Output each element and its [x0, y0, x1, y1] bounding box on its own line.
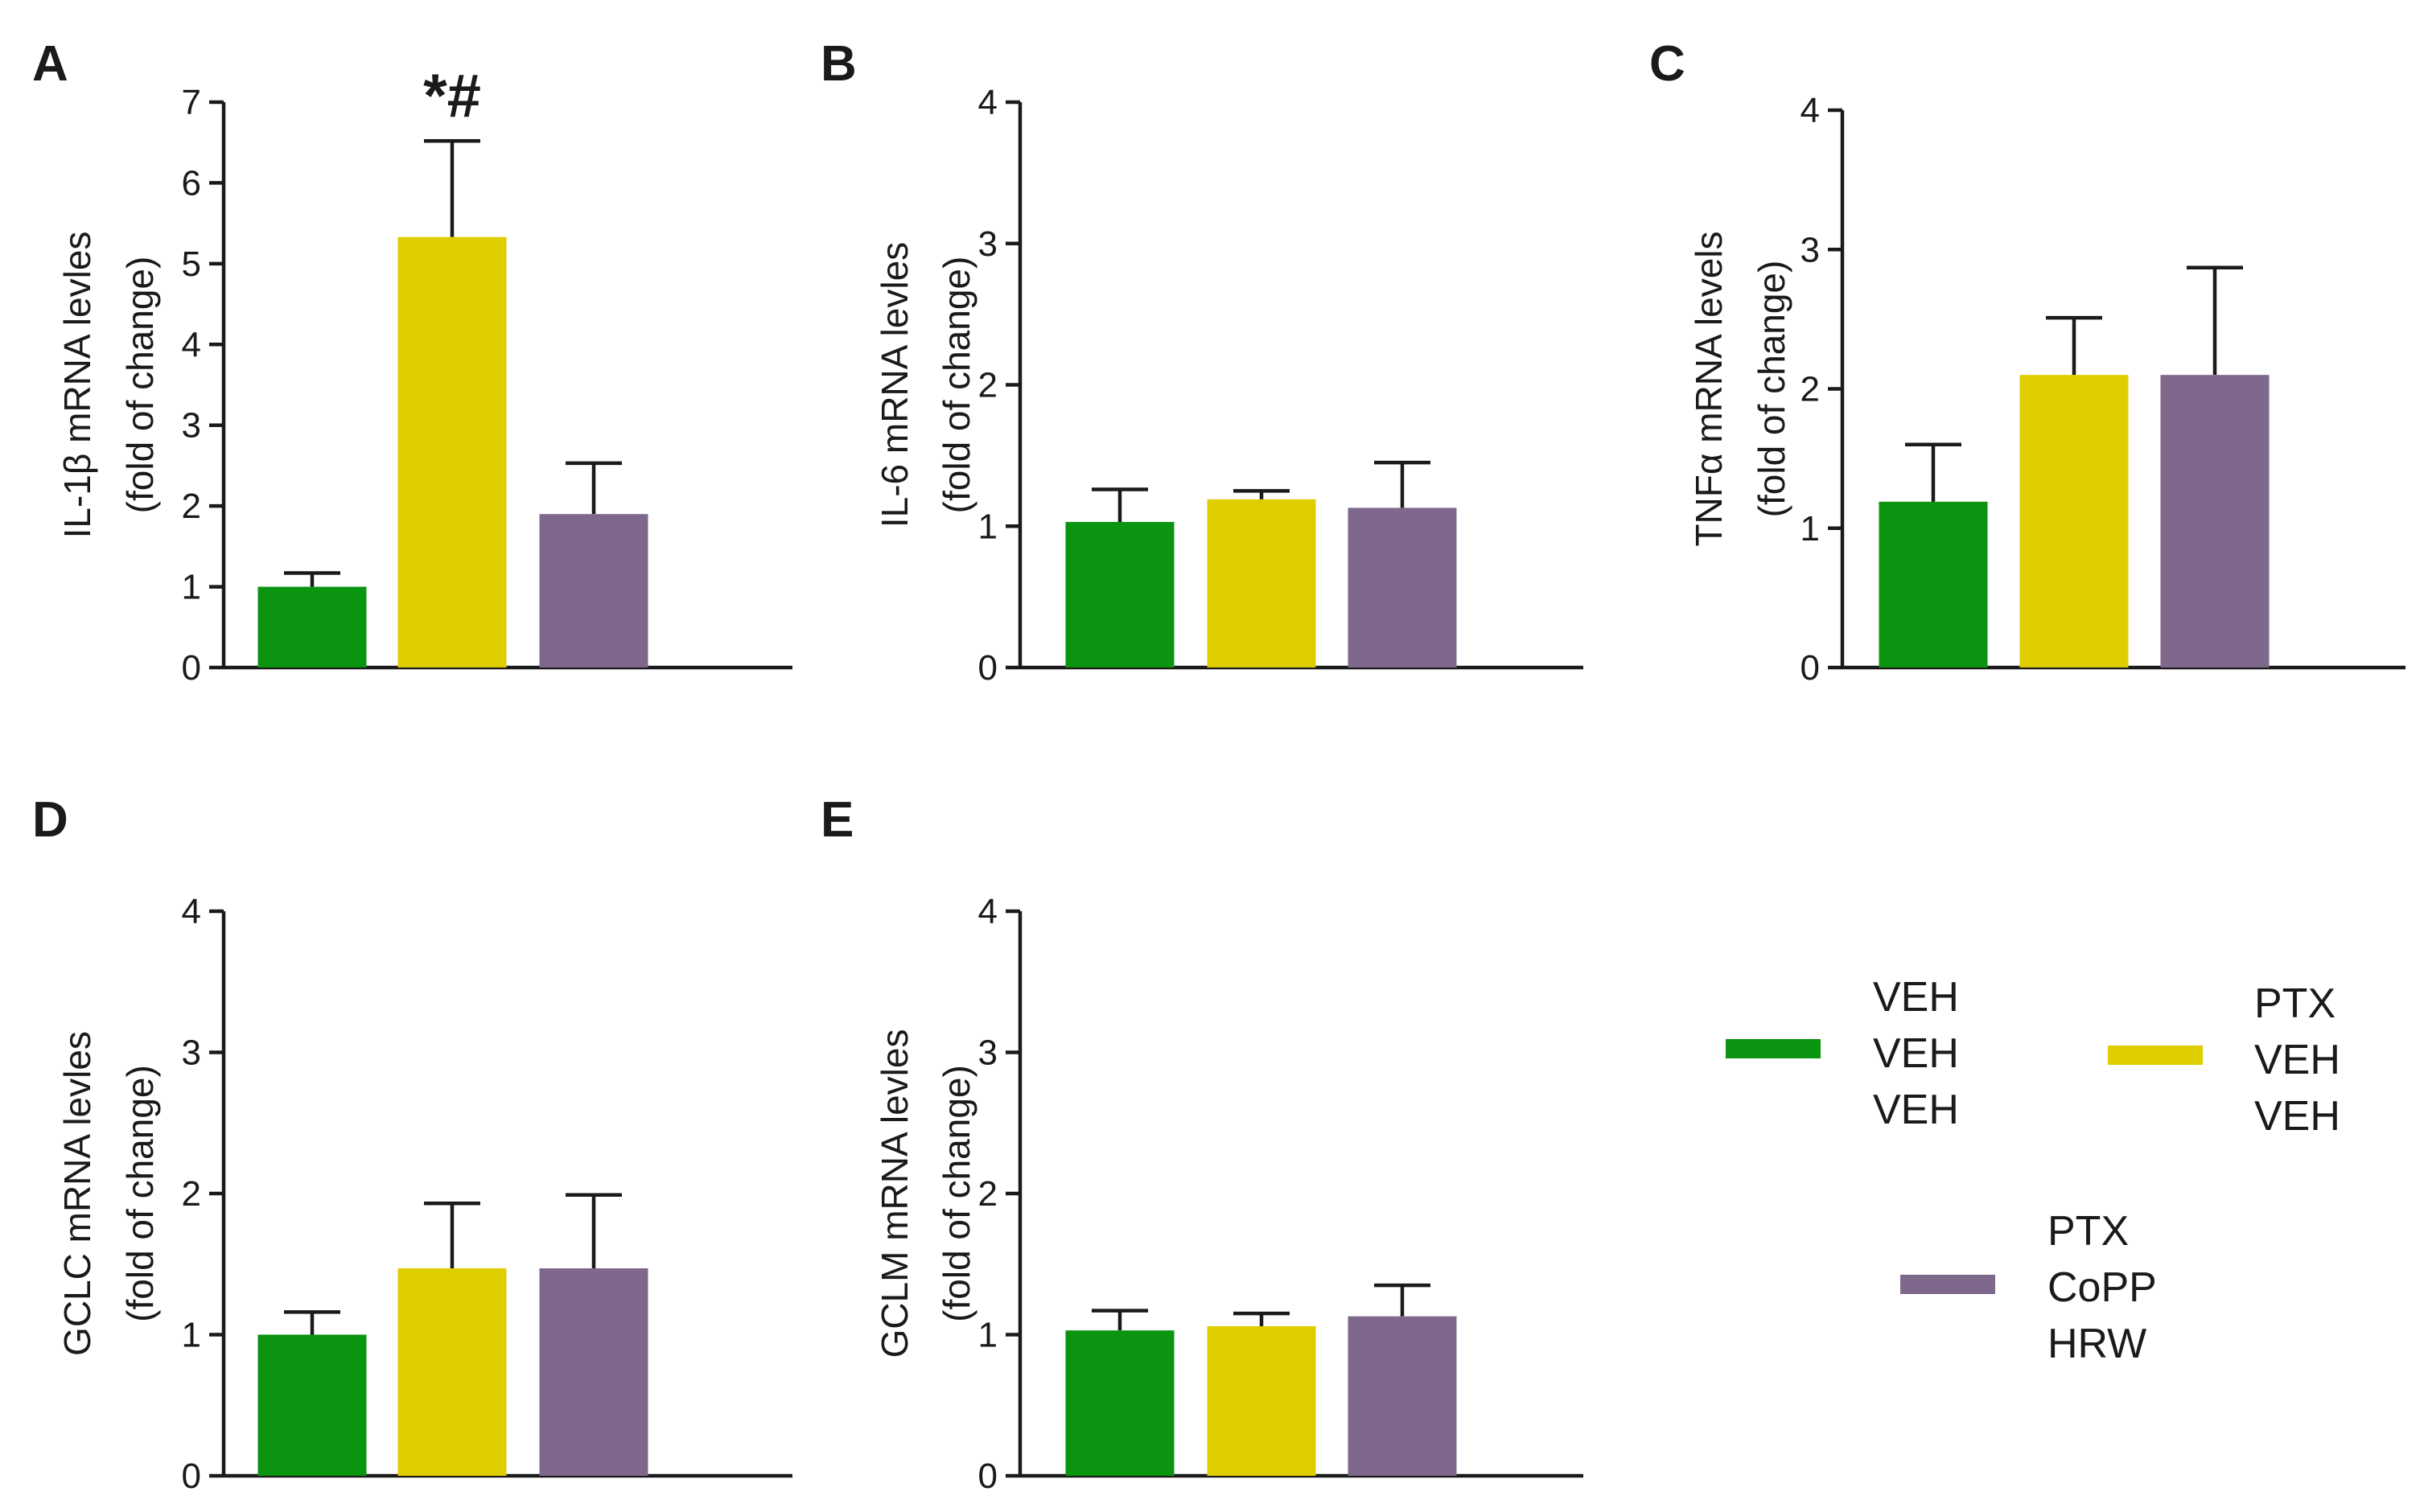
bar [1348, 1316, 1457, 1476]
legend-label: VEH [2254, 1093, 2340, 1140]
y-tick-label: 2 [978, 1174, 998, 1214]
bar [257, 1334, 367, 1476]
legend-swatch [1726, 1039, 1821, 1058]
y-tick-label: 1 [978, 1316, 998, 1355]
y-tick-label: 2 [182, 1174, 201, 1214]
y-tick-label: 2 [182, 487, 201, 526]
y-tick-label: 7 [182, 83, 201, 122]
y-tick-label: 1 [182, 568, 201, 607]
panel-letter: C [1649, 36, 1685, 92]
y-axis-subtitle: (fold of change) [119, 1065, 161, 1322]
legend-item: PTX CoPP HRW [1900, 1208, 2157, 1367]
bar [1348, 507, 1457, 668]
legend-item: VEH VEH VEH [1726, 974, 1959, 1133]
y-tick-label: 2 [1801, 370, 1820, 409]
panel-e: E 0 1 2 3 4 GCLM mRNA levles (fold of change) [821, 792, 1583, 1496]
y-tick-label: 4 [182, 325, 201, 364]
y-tick-label: 2 [978, 366, 998, 405]
legend-label: VEH [1873, 974, 1959, 1021]
bar [1065, 521, 1175, 668]
y-tick-label: 0 [978, 648, 998, 688]
bar [1879, 501, 1988, 668]
y-axis-title: GCLM mRNA levles [874, 1029, 916, 1358]
y-tick-label: 1 [978, 507, 998, 546]
legend-label: HRW [2047, 1321, 2146, 1367]
y-axis-subtitle: (fold of change) [1751, 261, 1792, 518]
y-tick-label: 4 [978, 892, 998, 931]
panel-letter: D [32, 792, 68, 848]
y-axis-title: TNFα mRNA levels [1688, 231, 1730, 546]
bar [257, 586, 367, 668]
bar [397, 236, 507, 668]
y-tick-label: 3 [182, 406, 201, 446]
bar [1207, 1325, 1316, 1476]
y-tick-label: 3 [1801, 230, 1820, 269]
y-tick-label: 4 [978, 83, 998, 122]
legend-label: VEH [1873, 1087, 1959, 1133]
y-tick-label: 0 [978, 1457, 998, 1496]
panel-letter: A [32, 36, 68, 92]
y-tick-label: 0 [1801, 648, 1820, 688]
y-tick-label: 5 [182, 244, 201, 284]
y-axis-subtitle: (fold of change) [119, 257, 161, 514]
bar [397, 1268, 507, 1476]
y-tick-label: 0 [182, 648, 201, 688]
y-tick-label: 1 [182, 1316, 201, 1355]
bar [539, 514, 648, 668]
legend-item: PTX VEH VEH [2108, 980, 2340, 1140]
y-tick-label: 1 [1801, 509, 1820, 549]
bar [1065, 1330, 1175, 1476]
y-axis-title: IL-6 mRNA levles [874, 242, 916, 528]
y-tick-label: 3 [182, 1033, 201, 1073]
legend-label: PTX [2047, 1208, 2129, 1255]
legend-label: VEH [2254, 1037, 2340, 1083]
panel-c: C 0 1 2 3 4 TNFα mRNA levels (fold of change) [1649, 36, 2405, 688]
y-tick-label: 3 [978, 224, 998, 264]
bar [1207, 499, 1316, 668]
panel-letter: E [821, 792, 854, 848]
bar [2160, 375, 2270, 668]
legend-swatch [2108, 1046, 2203, 1065]
legend-label: CoPP [2047, 1264, 2157, 1311]
panel-a: A 0 1 2 3 4 5 6 7 IL-1β mRNA levles (fold of chang… [32, 36, 792, 688]
y-tick-label: 4 [1801, 91, 1820, 130]
y-axis-subtitle: (fold of change) [936, 1065, 977, 1322]
y-axis-subtitle: (fold of change) [936, 257, 977, 514]
y-tick-label: 3 [978, 1033, 998, 1073]
legend: VEH VEH VEH PTX VEH VEH PTX CoPP HRW [1726, 974, 2340, 1367]
panel-d: D 0 1 2 3 4 GCLC mRNA levles (fold of change) [32, 792, 792, 1496]
y-axis-title: IL-1β mRNA levles [56, 232, 98, 539]
y-axis-title: GCLC mRNA levles [56, 1031, 98, 1356]
y-tick-label: 0 [182, 1457, 201, 1496]
y-tick-label: 6 [182, 163, 201, 203]
bar [539, 1268, 648, 1476]
legend-label: VEH [1873, 1030, 1959, 1077]
y-tick-label: 4 [182, 892, 201, 931]
panel-b: B 0 1 2 3 4 IL-6 mRNA levles (fold of change) [821, 36, 1583, 688]
panel-letter: B [821, 36, 857, 92]
significance-label: *# [423, 62, 481, 130]
legend-label: PTX [2254, 980, 2336, 1027]
legend-swatch [1900, 1275, 1995, 1294]
bar [2019, 375, 2129, 668]
